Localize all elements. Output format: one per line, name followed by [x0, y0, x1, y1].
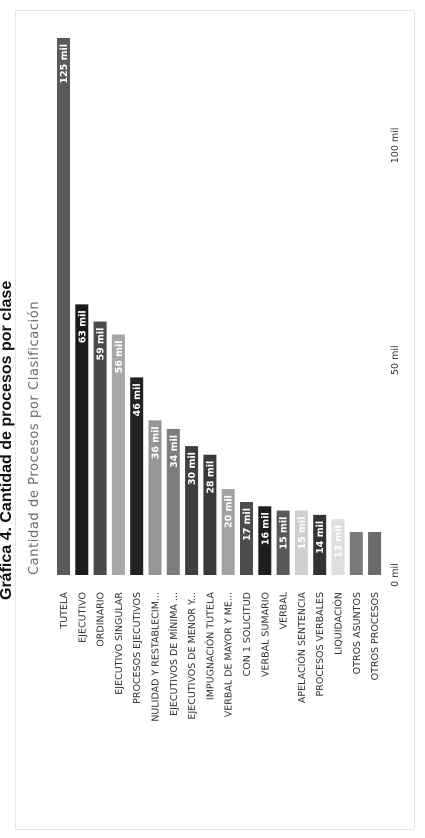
value-tick-label-1: 0 mil	[390, 563, 401, 587]
bar-13	[276, 510, 290, 575]
category-label-6: NULIDAD Y RESTABLECIM...	[151, 592, 162, 722]
bar-4	[111, 334, 125, 575]
category-label-9: IMPUGNACIÓN TUTELA	[204, 592, 216, 701]
data-label-8: 30 mil	[187, 452, 198, 485]
data-label-11: 17 mil	[242, 508, 253, 541]
bar-18	[368, 532, 382, 575]
category-label-8: EJECUTIVOS DE MENOR Y...	[187, 592, 198, 720]
bar-15	[313, 514, 327, 575]
data-label-1: 125 mil	[59, 44, 70, 84]
value-tick-label-3: 100 mil	[390, 128, 401, 164]
bar-12	[258, 506, 272, 575]
category-label-1: TUTELA	[59, 592, 70, 630]
bar-9	[203, 454, 217, 575]
data-label-14: 15 mil	[297, 517, 308, 550]
category-label-11: CON 1 SOLICITUD	[242, 592, 253, 676]
data-label-6: 36 mil	[151, 426, 162, 459]
chart-title: Cantidad de Procesos por Clasificación	[27, 301, 42, 575]
data-label-9: 28 mil	[205, 461, 216, 494]
data-label-10: 20 mil	[224, 495, 235, 528]
data-label-2: 63 mil	[77, 310, 88, 343]
value-tick-label-2: 50 mil	[390, 345, 401, 375]
bar-16	[331, 519, 345, 575]
data-label-12: 16 mil	[260, 512, 271, 545]
category-label-18: OTROS PROCESOS	[370, 592, 381, 680]
data-label-15: 14 mil	[315, 521, 326, 554]
bar-11	[240, 501, 253, 575]
category-label-7: EJECUTIVOS DE MÍNIMA ...	[168, 592, 180, 716]
category-label-5: PROCESOS EJECUTIVOS	[132, 592, 143, 704]
category-label-13: VERBAL	[279, 591, 290, 629]
bar-5	[130, 377, 144, 575]
category-label-15: PROCESOS VERBALES	[315, 592, 326, 696]
data-label-5: 46 mil	[132, 383, 143, 416]
category-label-10: VERBAL DE MAYOR Y ME...	[224, 592, 235, 717]
data-label-4: 56 mil	[114, 340, 125, 373]
category-label-4: EJECUTIVO SINGULAR	[114, 592, 125, 695]
bar-3	[93, 321, 107, 575]
category-label-17: OTROS ASUNTOS	[352, 592, 363, 674]
bar-10	[221, 489, 235, 575]
bar-8	[185, 446, 199, 575]
bar-17	[349, 532, 363, 575]
category-label-2: EJECUTIVO	[77, 592, 88, 643]
bar-2	[75, 304, 89, 575]
chart-group: Cantidad de Procesos por Clasificación 12…	[27, 38, 401, 722]
category-label-14: APELACIÓN SENTENCIA	[296, 592, 308, 704]
bar-1	[57, 38, 70, 575]
bar-14	[294, 510, 308, 575]
category-label-16: LIQUIDACIÓN	[333, 592, 345, 655]
bar-6	[148, 420, 162, 575]
bar-7	[166, 428, 180, 575]
data-label-3: 59 mil	[96, 328, 107, 361]
category-label-3: ORDINARIO	[96, 592, 107, 647]
category-label-12: VERBAL SUMARIO	[260, 592, 271, 677]
data-label-13: 15 mil	[279, 517, 290, 550]
data-label-16: 13 mil	[334, 525, 345, 558]
data-label-7: 34 mil	[169, 435, 180, 468]
